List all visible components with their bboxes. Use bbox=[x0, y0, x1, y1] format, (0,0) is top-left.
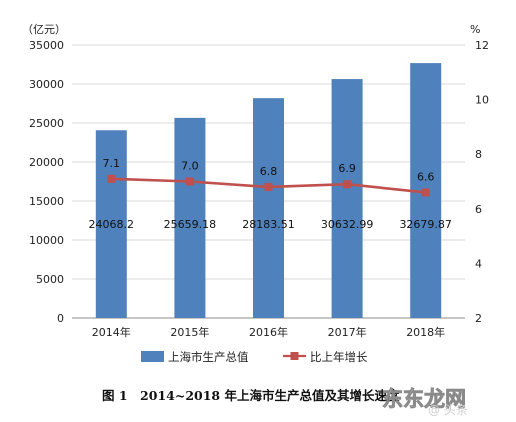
right-tick-label: 2 bbox=[475, 312, 482, 325]
gdp-bars bbox=[95, 63, 442, 318]
legend-label-growth: 比上年增长 bbox=[310, 350, 368, 364]
growth-point bbox=[343, 180, 352, 189]
legend-label-gdp: 上海市生产总值 bbox=[168, 350, 249, 364]
growth-labels: 7.1 7.0 6.8 6.9 6.6 bbox=[103, 157, 435, 184]
growth-value-label: 7.1 bbox=[103, 157, 121, 170]
gdp-bar-label: 25659.18 bbox=[164, 218, 217, 231]
right-tick-label: 6 bbox=[475, 203, 482, 216]
growth-value-label: 6.9 bbox=[338, 162, 356, 175]
left-tick-label: 30000 bbox=[29, 78, 64, 91]
gdp-bar bbox=[253, 98, 284, 318]
gdp-bar-labels: 24068.2 25659.18 28183.51 30632.99 32679.87 bbox=[89, 218, 452, 231]
watermark-text: 东东龙网 bbox=[382, 387, 466, 411]
x-tick-label: 2018年 bbox=[406, 325, 445, 339]
gdp-bar-label: 30632.99 bbox=[321, 218, 374, 231]
legend-swatch-gdp bbox=[141, 351, 164, 362]
legend: 上海市生产总值 比上年增长 bbox=[141, 350, 368, 364]
gdp-bar-label: 32679.87 bbox=[399, 218, 452, 231]
left-tick-label: 10000 bbox=[29, 234, 64, 247]
gdp-bar bbox=[331, 79, 363, 318]
growth-point bbox=[107, 174, 116, 183]
gdp-bar-label: 24068.2 bbox=[89, 218, 135, 231]
right-tick-label: 8 bbox=[475, 148, 482, 161]
left-tick-label: 0 bbox=[57, 312, 64, 325]
growth-value-label: 7.0 bbox=[181, 160, 199, 173]
gdp-bar-label: 28183.51 bbox=[242, 218, 295, 231]
gdp-bar bbox=[95, 130, 127, 318]
left-axis-unit: （亿元） bbox=[22, 23, 66, 36]
growth-value-label: 6.6 bbox=[417, 170, 435, 183]
x-tick-label: 2016年 bbox=[249, 325, 288, 339]
x-tick-label: 2017年 bbox=[328, 325, 367, 339]
growth-point bbox=[185, 177, 194, 186]
watermark-sub: @ 头条 bbox=[428, 403, 468, 417]
x-axis-ticks: 2014年 2015年 2016年 2017年 2018年 bbox=[92, 325, 445, 339]
growth-value-label: 6.8 bbox=[260, 165, 278, 178]
right-axis-ticks: 2 4 6 8 10 12 bbox=[475, 39, 489, 325]
left-tick-label: 35000 bbox=[29, 39, 64, 52]
growth-point bbox=[264, 182, 273, 191]
growth-point bbox=[421, 188, 430, 197]
left-tick-label: 20000 bbox=[29, 156, 64, 169]
right-tick-label: 4 bbox=[475, 257, 482, 270]
x-tick-label: 2014年 bbox=[92, 325, 131, 339]
right-tick-label: 10 bbox=[475, 94, 489, 107]
right-axis-unit: % bbox=[470, 23, 480, 36]
legend-marker-growth bbox=[290, 352, 299, 360]
right-tick-label: 12 bbox=[475, 39, 489, 52]
left-tick-label: 25000 bbox=[29, 117, 64, 130]
left-tick-label: 15000 bbox=[29, 195, 64, 208]
growth-line bbox=[107, 174, 430, 197]
watermark: 东东龙网 @ 头条 bbox=[382, 387, 468, 417]
left-tick-label: 5000 bbox=[36, 273, 64, 286]
left-axis-ticks: 0 5000 10000 15000 20000 25000 30000 35000 bbox=[29, 39, 64, 325]
figure-caption: 图 1 2014~2018 年上海市生产总值及其增长速度 bbox=[102, 388, 400, 403]
x-tick-label: 2015年 bbox=[170, 325, 209, 339]
gdp-bar bbox=[174, 117, 206, 318]
